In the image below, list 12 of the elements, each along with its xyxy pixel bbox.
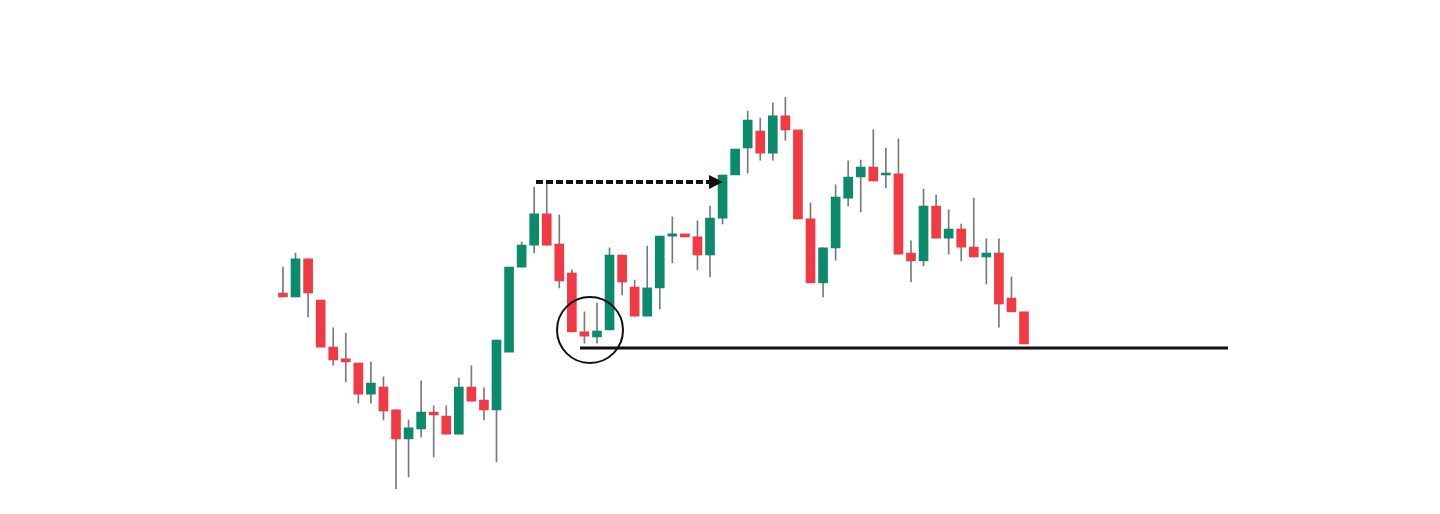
- candlestick: [793, 129, 803, 220]
- candlestick: [592, 302, 602, 344]
- candlestick: [428, 405, 439, 458]
- candlestick: [315, 299, 326, 348]
- candlestick: [1019, 311, 1029, 345]
- candlestick: [855, 159, 866, 213]
- candlestick: [906, 240, 916, 283]
- candlestick: [278, 266, 288, 298]
- candlestick: [968, 197, 979, 258]
- candlestick: [730, 148, 740, 176]
- candlestick: [504, 266, 514, 353]
- candlestick: [680, 233, 690, 238]
